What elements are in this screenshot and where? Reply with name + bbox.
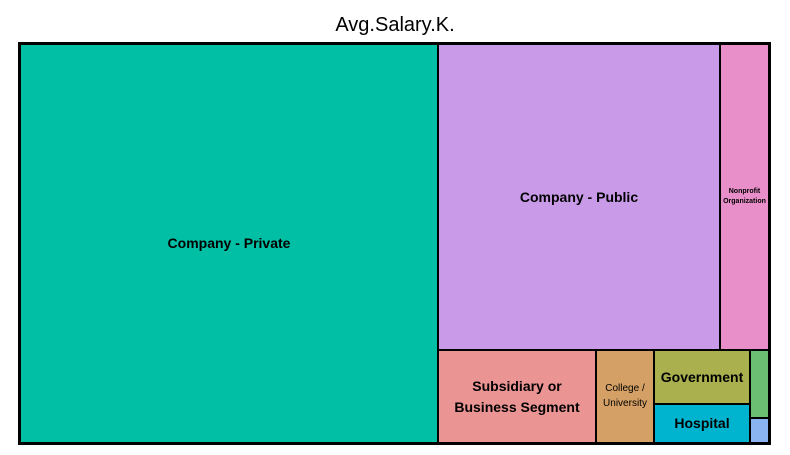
treemap-cell-unlabeled-green — [750, 350, 769, 418]
treemap-cell-unlabeled-blue — [750, 418, 769, 443]
treemap-cell-hospital: Hospital — [654, 404, 750, 443]
treemap-cell-nonprofit-organization: Nonprofit Organization — [720, 44, 769, 350]
cell-label: Subsidiary or Business Segment — [454, 378, 580, 415]
cell-label: Company - Public — [519, 188, 639, 205]
treemap-cell-subsidiary-or-business-segment: Subsidiary or Business Segment — [438, 350, 596, 443]
treemap-cell-company-public: Company - Public — [438, 44, 720, 350]
treemap-cell-company-private: Company - Private — [20, 44, 438, 443]
chart-title: Avg.Salary.K. — [335, 14, 455, 36]
cell-label: Government — [660, 368, 744, 385]
cell-label: Company - Private — [167, 235, 291, 252]
cell-label: College / University — [603, 383, 647, 409]
treemap-cell-college-university: College / University — [596, 350, 654, 443]
cell-label: Hospital — [674, 415, 730, 432]
treemap-cell-government: Government — [654, 350, 750, 404]
cell-label: Nonprofit Organization — [723, 187, 766, 205]
treemap: Company - Private Company - Public Nonpr… — [18, 42, 771, 445]
